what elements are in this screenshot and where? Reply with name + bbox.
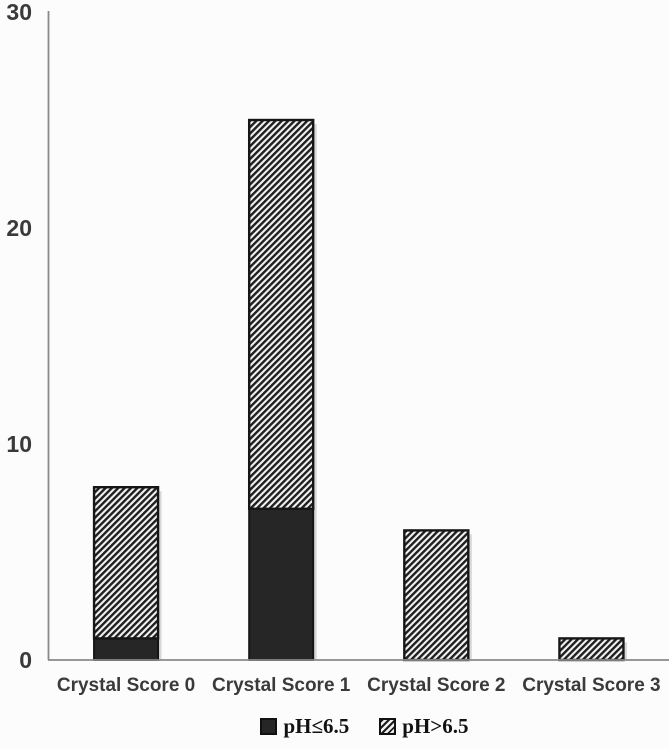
y-tick-label: 0: [19, 647, 32, 673]
axes-group: [47, 11, 669, 661]
chart-legend: pH≤6.5 pH>6.5: [0, 703, 669, 749]
y-tick-label: 30: [6, 0, 32, 25]
bar-shadow: [158, 491, 162, 660]
bar-shadow: [313, 124, 317, 660]
hatched-swatch-icon: [379, 717, 397, 735]
bar-shadow: [623, 642, 627, 660]
bar-segment-hatch-2: [403, 529, 470, 662]
bar-shadow: [468, 534, 472, 660]
bar-shadows-group: [158, 124, 627, 660]
x-category-label: Crystal Score 0: [57, 675, 195, 696]
solid-black-swatch-icon: [260, 717, 278, 735]
x-category-label: Crystal Score 1: [212, 675, 351, 696]
y-tick-label: 10: [6, 431, 32, 457]
x-category-labels-group: Crystal Score 0 Crystal Score 1 Crystal Sc…: [57, 675, 661, 696]
bars-group: [92, 118, 625, 662]
y-tick-labels-group: 0 10 20 30: [6, 0, 32, 673]
bar-segment-hatch-1: [247, 118, 315, 510]
bar-segment-solid-0: [93, 637, 160, 662]
legend-label-ph-le-6-5: pH≤6.5: [283, 713, 350, 738]
bar-segment-hatch-0: [92, 486, 160, 640]
legend-item-ph-le-6-5: pH≤6.5: [260, 714, 349, 739]
bar-segment-solid-1: [248, 507, 315, 661]
legend-label-ph-gt-6-5: pH>6.5: [402, 713, 469, 738]
legend-item-ph-gt-6-5: pH>6.5: [379, 713, 469, 739]
y-tick-label: 20: [6, 215, 32, 241]
x-category-label: Crystal Score 3: [522, 675, 660, 696]
bar-segment-hatch-3: [558, 637, 625, 662]
x-category-label: Crystal Score 2: [367, 675, 505, 696]
